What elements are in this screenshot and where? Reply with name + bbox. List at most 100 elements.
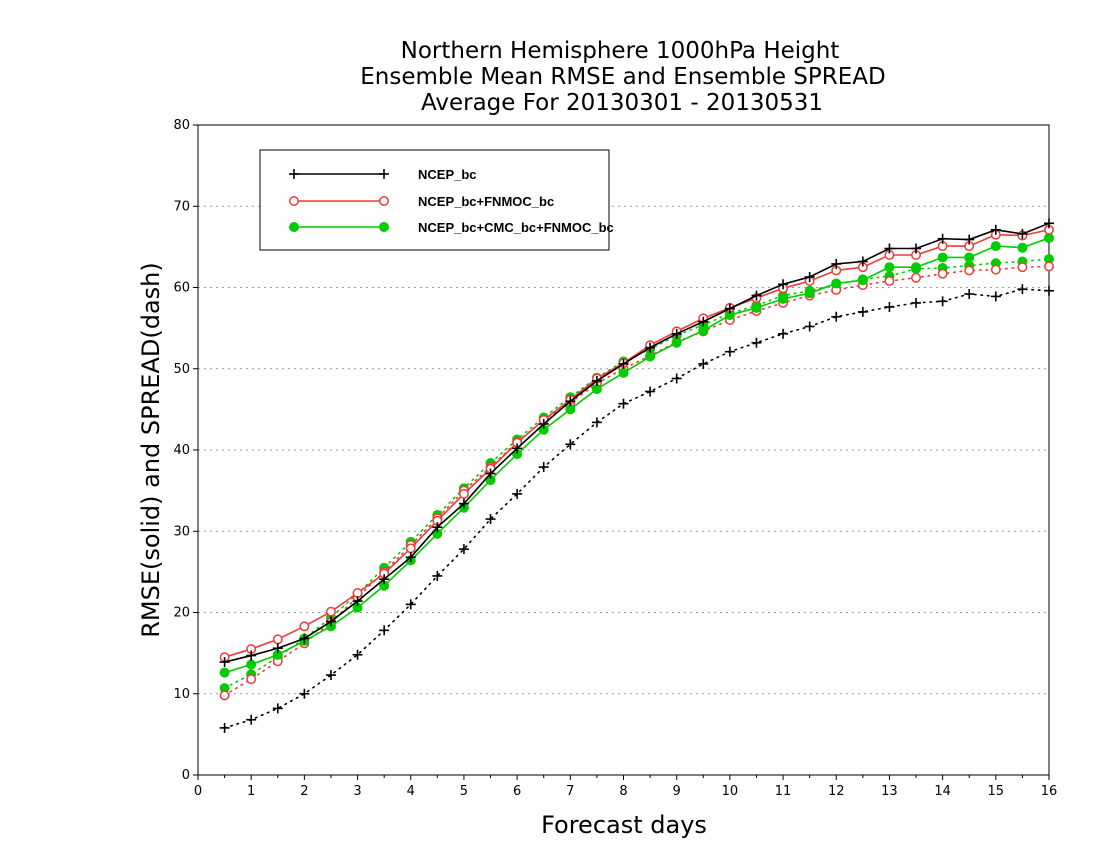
x-tick-label: 11 <box>775 784 792 799</box>
rmse-point <box>645 351 656 362</box>
legend-label: NCEP_bc+FNMOC_bc <box>418 194 554 209</box>
rmse-point <box>778 293 789 304</box>
rmse-point <box>618 358 629 369</box>
spread-point <box>990 291 1001 302</box>
x-tick-label: 12 <box>828 784 845 799</box>
x-tick-label: 7 <box>566 784 574 799</box>
rmse-line <box>224 229 1050 658</box>
rmse-point <box>591 375 602 386</box>
spread-line <box>223 265 1050 697</box>
spread-point <box>1044 285 1054 296</box>
rmse-point <box>724 303 735 314</box>
title-line-1: Northern Hemisphere 1000hPa Height <box>401 38 840 64</box>
rmse-point <box>778 279 789 290</box>
rmse-point <box>485 468 496 479</box>
x-tick-label: 0 <box>194 784 202 799</box>
legend-label: NCEP_bc <box>418 167 477 182</box>
spread-point <box>219 690 230 701</box>
spread-point <box>618 398 629 409</box>
rmse-point <box>884 262 895 273</box>
rmse-point <box>272 634 283 645</box>
x-tick-label: 8 <box>619 784 627 799</box>
rmse-point <box>671 328 682 339</box>
y-tick-label: 70 <box>173 199 190 214</box>
spread-point <box>405 599 416 610</box>
x-tick-label: 6 <box>513 784 521 799</box>
rmse-point <box>352 596 363 607</box>
spread-point <box>778 328 789 339</box>
rmse-point <box>911 243 922 254</box>
series-rmse-1 <box>219 224 1054 663</box>
spread-point <box>884 302 895 312</box>
x-tick-label: 3 <box>353 784 361 799</box>
rmse-point <box>326 606 336 617</box>
spread-point <box>937 296 948 307</box>
series-rmse-0 <box>219 218 1054 668</box>
rmse-point <box>219 657 230 668</box>
rmse-point <box>751 290 762 301</box>
rmse-point <box>1017 242 1028 253</box>
legend-marker-right <box>379 169 389 179</box>
rmse-point <box>458 498 469 509</box>
spread-point <box>911 297 922 308</box>
legend-label: NCEP_bc+CMC_bc+FNMOC_bc <box>418 220 614 235</box>
spread-line <box>223 258 1050 689</box>
rmse-point <box>1017 228 1028 239</box>
rmse-point <box>618 367 629 378</box>
legend-marker-left <box>289 169 299 179</box>
series-spread-1 <box>219 261 1054 701</box>
spread-point <box>299 688 310 699</box>
rmse-point <box>990 241 1001 252</box>
spread-point <box>538 462 549 473</box>
x-tick-label: 16 <box>1041 784 1058 799</box>
spread-point <box>884 276 895 286</box>
spread-point <box>432 570 443 581</box>
y-tick-label: 10 <box>173 687 190 702</box>
spread-point <box>724 346 735 357</box>
rmse-point <box>831 258 842 269</box>
legend-marker-right <box>379 196 389 206</box>
rmse-point <box>1044 232 1054 243</box>
y-tick-label: 20 <box>173 606 190 621</box>
spread-point <box>246 714 257 725</box>
rmse-point <box>246 659 257 670</box>
rmse-point <box>698 325 709 336</box>
rmse-point <box>219 667 230 678</box>
rmse-point <box>751 302 762 313</box>
rmse-point <box>804 271 815 282</box>
spread-point <box>591 417 602 428</box>
y-tick-label: 50 <box>173 362 190 377</box>
rmse-point <box>671 337 682 348</box>
rmse-point <box>857 275 868 286</box>
rmse-point <box>432 522 443 533</box>
series-rmse-2 <box>219 232 1054 678</box>
rmse-point <box>299 633 310 644</box>
legend-marker-left <box>289 222 299 232</box>
rmse-point <box>512 443 523 454</box>
spread-point <box>671 373 682 384</box>
rmse-point <box>884 243 895 254</box>
rmse-point <box>804 288 815 299</box>
spread-point <box>751 337 762 348</box>
rmse-point <box>698 316 709 327</box>
spread-point <box>512 488 523 499</box>
rmse-point <box>325 616 336 627</box>
series-spread-2 <box>219 254 1054 694</box>
legend-entry-1: NCEP_bc+FNMOC_bc <box>289 194 554 209</box>
spread-point <box>645 386 656 397</box>
y-tick-label: 80 <box>173 118 190 133</box>
rmse-point <box>405 543 416 554</box>
y-tick-label: 0 <box>182 768 190 783</box>
rmse-point <box>964 252 975 263</box>
y-tick-label: 60 <box>173 281 190 296</box>
rmse-point <box>1044 218 1054 229</box>
y-tick-label: 40 <box>173 443 190 458</box>
spread-point <box>698 358 709 369</box>
spread-point <box>485 514 496 525</box>
rmse-point <box>990 224 1001 235</box>
rmse-point <box>937 233 948 244</box>
x-tick-label: 4 <box>407 784 415 799</box>
legend: NCEP_bc NCEP_bc+FNMOC_bc NCEP_bc+CMC_bc+FN… <box>259 149 614 251</box>
